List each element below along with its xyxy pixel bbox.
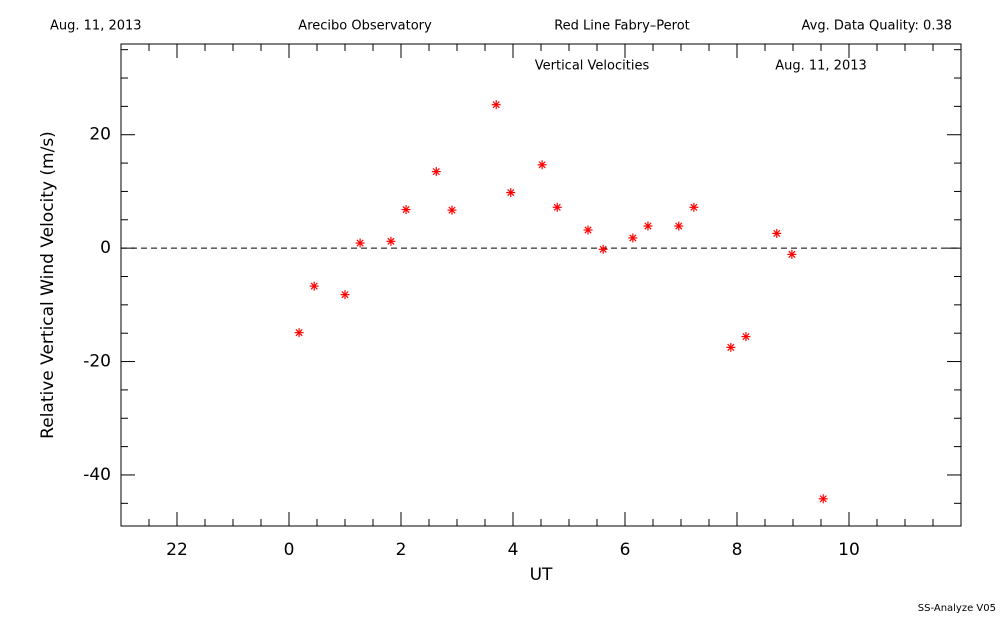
- point: [741, 332, 751, 342]
- point: [818, 494, 828, 504]
- plot-frame: [120, 43, 962, 527]
- point: [772, 228, 782, 238]
- x-axis-label: UT: [530, 565, 553, 585]
- point: [583, 225, 593, 235]
- header-quality: Avg. Data Quality: 0.38: [802, 19, 952, 34]
- point: [726, 342, 736, 352]
- x-tick-label: 8: [732, 540, 743, 560]
- y-tick-label: 0: [100, 238, 111, 258]
- point: [447, 205, 457, 215]
- x-tick-label: 10: [838, 540, 860, 560]
- point: [491, 100, 501, 110]
- x-tick-label: 0: [284, 540, 295, 560]
- point: [309, 281, 319, 291]
- x-tick-label: 4: [508, 540, 519, 560]
- y-tick-label: -20: [83, 352, 111, 372]
- point: [355, 238, 365, 248]
- point: [340, 290, 350, 300]
- chart-subtitle: Aug. 11, 2013: [775, 59, 867, 74]
- point: [386, 236, 396, 246]
- header-observatory: Arecibo Observatory: [298, 19, 432, 34]
- point: [294, 328, 304, 338]
- point: [628, 233, 638, 243]
- y-tick-label: -40: [83, 465, 111, 485]
- point: [431, 167, 441, 177]
- header-instrument: Red Line Fabry–Perot: [554, 19, 690, 34]
- point: [552, 202, 562, 212]
- x-tick-label: 22: [166, 540, 188, 560]
- y-axis-label: Relative Vertical Wind Velocity (m/s): [38, 131, 58, 439]
- footer: SS-Analyze V05: [918, 603, 996, 614]
- point: [537, 160, 547, 170]
- point: [674, 221, 684, 231]
- point: [643, 221, 653, 231]
- point: [598, 244, 608, 254]
- header-date: Aug. 11, 2013: [50, 19, 142, 34]
- x-tick-label: 6: [620, 540, 631, 560]
- point: [689, 202, 699, 212]
- x-tick-label: 2: [396, 540, 407, 560]
- point: [401, 205, 411, 215]
- y-tick-label: 20: [89, 125, 111, 145]
- point: [506, 188, 516, 198]
- point: [787, 249, 797, 259]
- chart-title: Vertical Velocities: [535, 59, 650, 74]
